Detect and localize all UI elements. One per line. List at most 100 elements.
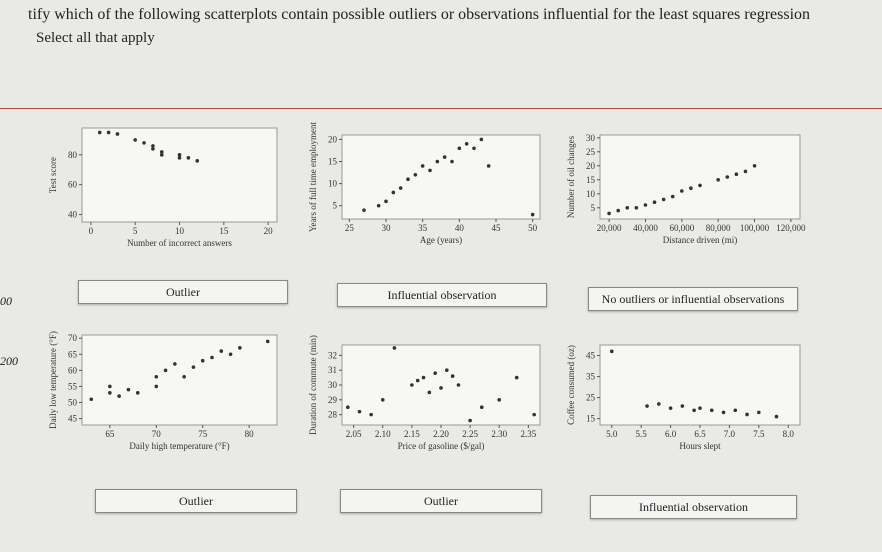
y-tick-label: 31 [328, 365, 337, 375]
point [413, 172, 418, 177]
point [661, 197, 666, 202]
y-tick-label: 70 [68, 333, 78, 343]
x-tick-label: 20,000 [597, 223, 622, 233]
side-label: 200 [0, 354, 18, 368]
answer-option[interactable]: No outliers or influential observations [588, 287, 798, 311]
y-tick-label: 40 [68, 210, 78, 220]
y-tick-label: 25 [586, 393, 596, 403]
x-tick-label: 2.15 [404, 429, 420, 439]
answer-option[interactable]: Influential observation [337, 283, 547, 307]
x-tick-label: 7.5 [753, 429, 765, 439]
point [616, 208, 620, 213]
point [464, 142, 469, 146]
plot-area [599, 134, 801, 220]
x-tick-label: 40,000 [633, 223, 658, 233]
y-axis-label: Duration of commute (min) [308, 335, 318, 435]
point [657, 402, 661, 406]
point [210, 355, 214, 360]
point [757, 410, 761, 415]
point [652, 200, 657, 204]
x-tick-label: 10 [175, 226, 185, 236]
plot-area [341, 134, 541, 220]
y-tick-label: 15 [586, 175, 596, 185]
point [428, 168, 432, 173]
x-axis-label: Price of gasoline ($/gal) [398, 441, 485, 451]
point [177, 156, 182, 160]
point [486, 164, 491, 168]
point [228, 352, 233, 357]
point [384, 199, 388, 204]
plot-area [341, 344, 541, 426]
y-axis-label: Test score [48, 157, 58, 193]
y-tick-label: 28 [328, 410, 338, 420]
point [346, 405, 350, 410]
point [177, 153, 182, 157]
point [709, 408, 714, 413]
x-tick-label: 2.20 [433, 429, 449, 439]
answer-option[interactable]: Outlier [95, 489, 297, 513]
x-tick-label: 50 [528, 223, 538, 233]
y-axis-label: Coffee consumed (oz) [566, 345, 576, 425]
point [154, 374, 159, 379]
point [106, 130, 111, 135]
point [625, 206, 630, 210]
point [142, 141, 146, 145]
point [391, 190, 396, 195]
point [743, 169, 748, 174]
question: tify which of the following scatterplots… [28, 6, 811, 23]
y-tick-label: 32 [328, 350, 337, 360]
plot-area [81, 127, 278, 223]
point [421, 375, 426, 380]
point [479, 405, 484, 410]
y-tick-label: 20 [586, 161, 596, 171]
point [668, 406, 673, 410]
point [238, 346, 242, 350]
y-axis-label: Daily low temperature (°F) [48, 331, 58, 429]
y-tick-label: 30 [586, 133, 596, 143]
point [398, 186, 403, 190]
point [689, 186, 693, 190]
point [415, 378, 420, 383]
point [392, 346, 397, 350]
point [420, 164, 425, 168]
x-tick-label: 8.0 [783, 429, 795, 439]
point [479, 137, 484, 142]
y-tick-label: 50 [68, 398, 78, 408]
answer-option[interactable]: Outlier [340, 489, 542, 513]
point [634, 206, 639, 210]
y-tick-label: 35 [586, 372, 596, 382]
point [439, 386, 443, 390]
point [609, 349, 614, 354]
point [721, 410, 726, 415]
x-tick-label: 25 [345, 223, 355, 233]
x-tick-label: 6.5 [694, 429, 706, 439]
separator [0, 108, 882, 109]
point [514, 375, 519, 380]
point [450, 159, 454, 164]
y-tick-label: 10 [586, 189, 596, 199]
point [265, 339, 270, 344]
y-tick-label: 25 [586, 147, 596, 157]
y-tick-label: 10 [328, 179, 338, 189]
y-tick-label: 55 [68, 381, 78, 391]
y-tick-label: 5 [591, 203, 596, 213]
point [108, 384, 112, 389]
answer-option[interactable]: Outlier [78, 280, 288, 304]
point [680, 189, 684, 193]
point [159, 153, 164, 157]
point [774, 414, 779, 419]
answer-option[interactable]: Influential observation [590, 495, 797, 519]
x-tick-label: 15 [219, 226, 229, 236]
point [186, 156, 191, 160]
x-tick-label: 2.05 [346, 429, 362, 439]
plot-area [599, 344, 801, 426]
y-tick-label: 15 [586, 414, 596, 424]
point [200, 358, 205, 363]
x-tick-label: 2.10 [375, 429, 391, 439]
y-tick-label: 29 [328, 395, 338, 405]
point [380, 398, 385, 402]
point [752, 164, 757, 168]
instruction: Select all that apply [36, 30, 155, 46]
point [357, 409, 362, 414]
point [643, 203, 648, 207]
